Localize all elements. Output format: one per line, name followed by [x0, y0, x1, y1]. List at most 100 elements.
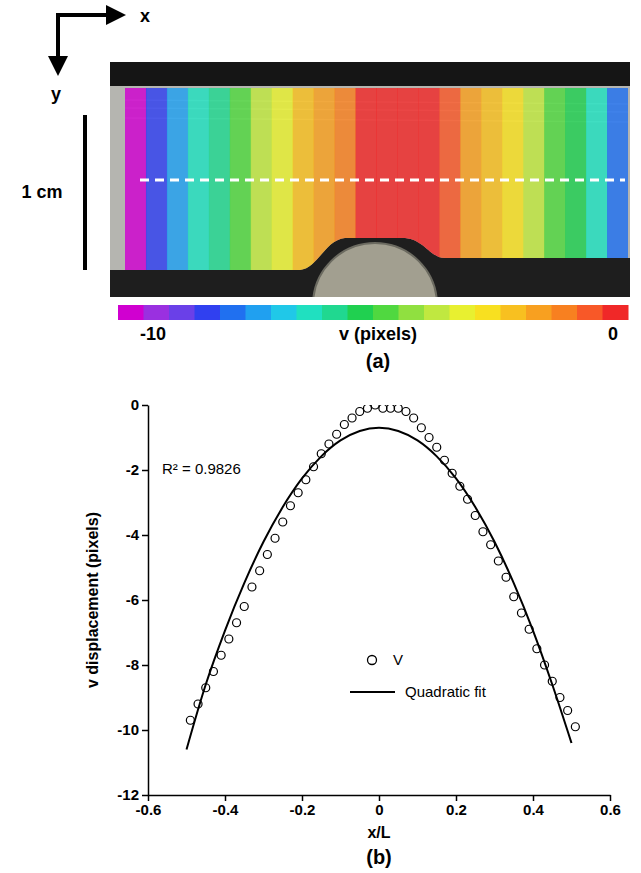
x-tick-label: 0.6: [600, 801, 621, 818]
scale-bar-label: 1 cm: [21, 182, 62, 202]
x-axis: -0.6 -0.4 -0.2 0 0.2 0.4 0.6: [136, 795, 621, 818]
x-tick: -0.6: [136, 795, 162, 818]
x-tick: 0.2: [446, 795, 467, 818]
data-point: [248, 583, 256, 591]
colorbar-segment: [552, 305, 578, 320]
y-axis: -12 -10 -8 -6 -4 -2 0: [117, 396, 148, 803]
y-tick: -2: [126, 461, 148, 478]
colorbar-segment: [603, 305, 629, 320]
legend: VQuadratic fit: [350, 651, 487, 700]
colorbar-segment: [501, 305, 527, 320]
data-point: [379, 405, 387, 412]
x-tick: 0.6: [600, 795, 621, 818]
y-tick-label: -4: [126, 526, 140, 543]
y-tick: -12: [117, 786, 148, 803]
data-point: [225, 635, 233, 643]
y-tick-label: 0: [131, 396, 139, 413]
y-tick-mark: [142, 470, 148, 472]
colorbar-segment: [424, 305, 450, 320]
data-point: [271, 534, 279, 542]
data-point: [564, 707, 572, 715]
data-point: [502, 573, 510, 581]
x-arrow: [58, 13, 122, 17]
photo-top-background: [110, 62, 630, 86]
x-tick: -0.4: [213, 795, 240, 818]
data-point: [433, 443, 441, 451]
y-tick-mark: [142, 730, 148, 732]
x-tick-label: 0.2: [446, 801, 467, 818]
x-tick: 0: [375, 795, 383, 818]
data-point: [279, 518, 287, 526]
panel-a: xy1 cm-100v (pixels)(a): [21, 6, 630, 372]
colorbar-segment: [220, 305, 246, 320]
data-point: [371, 405, 379, 409]
y-tick-mark: [142, 665, 148, 667]
y-axis-label: y: [51, 84, 61, 104]
colorbar-segment: [475, 305, 501, 320]
colorbar-segment: [169, 305, 195, 320]
x-tick-label: -0.2: [290, 801, 316, 818]
data-point: [510, 593, 518, 601]
y-tick-label: -12: [117, 786, 139, 803]
y-tick: 0: [131, 396, 148, 413]
canvas: xy1 cm-100v (pixels)(a)-0.6-0.4-0.200.20…: [0, 0, 641, 873]
y-tick: -8: [126, 656, 148, 673]
x-tick-label: -0.6: [136, 801, 162, 818]
colorbar-segment: [322, 305, 348, 320]
photo: [110, 62, 630, 297]
data-point: [494, 557, 502, 565]
photo-roller: [313, 243, 437, 297]
y-tick: -10: [117, 721, 148, 738]
data-point: [356, 408, 364, 416]
data-point: [348, 414, 356, 422]
figure: xy1 cm-100v (pixels)(a)-0.6-0.4-0.200.20…: [0, 0, 641, 873]
panel-b: -0.6 -0.4 -0.2 0 0.2 0.4 0.6 -12 -10 -8 -6 -4 -2 0 x/L…: [84, 396, 621, 868]
colorbar-segment: [577, 305, 603, 320]
colorbar-segment: [144, 305, 170, 320]
x-tick: 0.4: [523, 795, 545, 818]
x-axis-title: x/L: [367, 824, 390, 841]
y-axis-title: v displacement (pixels): [84, 512, 101, 688]
x-tick-label: -0.4: [213, 801, 240, 818]
colorbar-segment: [526, 305, 552, 320]
r-squared-label: R² = 0.9826: [162, 460, 241, 477]
data-point: [402, 408, 410, 416]
data-point: [233, 619, 241, 627]
colorbar-tick-label: 0: [608, 324, 618, 344]
data-point: [340, 421, 348, 429]
x-tick-label: 0: [375, 801, 383, 818]
data-point: [263, 551, 271, 559]
x-tick-label: 0.4: [523, 801, 545, 818]
y-tick-label: -2: [126, 461, 139, 478]
data-point: [394, 405, 402, 412]
panel-title: (b): [366, 846, 392, 868]
data-point: [240, 603, 248, 611]
y-tick-mark: [142, 795, 148, 797]
data-point: [410, 414, 418, 422]
y-tick: -6: [126, 591, 148, 608]
colorbar-segment: [399, 305, 425, 320]
fit-line: [187, 428, 572, 750]
y-tick-mark: [142, 535, 148, 537]
displacement-field: [125, 88, 629, 273]
colorbar-segment: [118, 305, 144, 320]
y-arrow: [56, 13, 60, 72]
legend-swatch: [368, 656, 377, 665]
colorbar-segment: [246, 305, 272, 320]
y-tick-mark: [142, 600, 148, 602]
data-point: [425, 434, 433, 442]
colorbar-segment: [297, 305, 323, 320]
data-point: [333, 430, 341, 438]
x-tick: -0.2: [290, 795, 316, 818]
panel-title: (a): [366, 350, 390, 372]
scale-bar: [83, 115, 87, 270]
data-point: [417, 424, 425, 432]
plot-area: [186, 405, 579, 750]
colorbar-segment: [195, 305, 221, 320]
legend-swatch: [350, 691, 395, 693]
y-tick-label: -10: [117, 721, 139, 738]
y-tick-label: -8: [126, 656, 139, 673]
colorbar-segment: [450, 305, 476, 320]
data-point: [479, 528, 487, 536]
data-point: [294, 489, 302, 497]
